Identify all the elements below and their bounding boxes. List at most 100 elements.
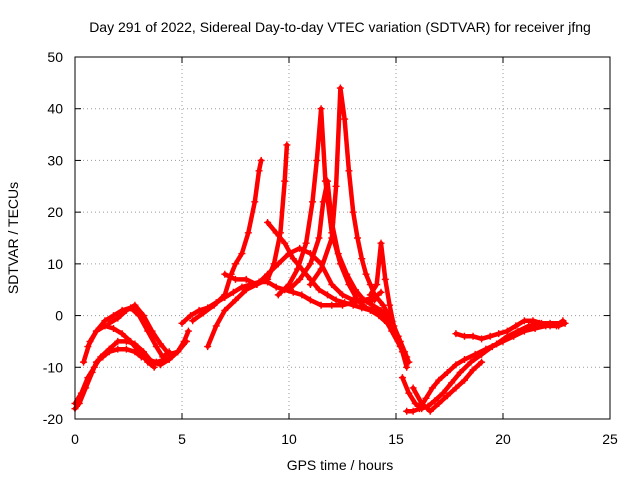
data-point [471,350,479,358]
data-point [435,376,443,384]
data-point [296,275,304,283]
y-tick-label: -20 [43,411,63,427]
data-point [452,384,460,392]
data-point [520,317,528,325]
data-point [381,275,389,283]
data-point [294,265,302,273]
data-point [373,281,381,289]
data-point [317,105,325,113]
data-point [306,260,314,268]
data-point [332,182,340,190]
data-point [148,327,156,335]
data-point [281,177,289,185]
data-point [122,306,130,314]
data-point [285,286,293,294]
data-point [232,296,239,304]
data-point [118,330,126,338]
data-point [353,234,361,242]
data-point [199,309,207,317]
x-tick-label: 0 [71,431,79,447]
data-point [377,306,385,314]
data-point [390,322,398,330]
data-point [238,250,246,258]
data-point [398,348,406,356]
data-point [80,358,88,366]
series-arc-16 [403,319,565,415]
chart-title: Day 291 of 2022, Sidereal Day-to-day VTE… [89,19,591,35]
data-point [555,322,563,330]
data-point [315,286,323,294]
data-point [257,156,265,164]
data-point [366,291,374,299]
data-point [336,84,344,92]
data-point [478,358,486,366]
data-point [379,301,387,309]
data-point [435,399,443,407]
data-point [184,327,192,335]
data-point [313,156,321,164]
data-point [377,288,385,296]
y-tick-label: 10 [47,256,63,272]
data-point [362,270,370,278]
series-arc-8 [204,244,379,351]
data-point [328,301,336,309]
data-point [152,343,160,351]
data-point [324,177,332,185]
data-point [443,368,451,376]
data-point [274,291,282,299]
y-tick-label: -10 [43,359,63,375]
data-point [306,296,314,304]
data-point [84,343,92,351]
series-arc-14 [366,239,411,371]
data-point [97,353,105,361]
data-point [242,275,250,283]
data-point [394,337,402,345]
data-point [289,288,297,296]
data-point [341,299,349,307]
data-point [529,317,537,325]
x-axis-tick-labels: 0 5 10 15 20 25 [71,431,618,447]
data-point [452,361,460,369]
data-point [238,283,246,291]
data-point [244,229,252,237]
data-point [182,337,190,345]
data-point [456,368,464,376]
data-point [482,345,490,353]
data-point [358,255,366,263]
data-point [339,291,346,299]
y-axis-title: SDTVAR / TECUs [5,182,21,294]
data-point [174,348,182,356]
data-point [467,358,475,366]
series-arc-12 [285,177,411,361]
data-point [328,234,336,242]
data-point [341,115,349,123]
data-point [538,319,546,327]
data-point [452,330,460,338]
data-point [283,141,291,149]
data-point [428,384,436,392]
plot-frame [74,56,611,420]
data-point [332,296,340,304]
data-point [345,167,353,175]
data-point [157,340,165,348]
data-point [546,322,554,330]
data-point [503,327,511,335]
data-point [324,291,332,299]
y-axis-tick-labels: -20 -10 0 10 20 30 40 50 [43,49,63,427]
data-point [426,407,434,415]
data-point [398,374,406,382]
data-point [296,244,304,252]
data-point [178,319,186,327]
data-point [493,340,501,348]
data-point [386,301,394,309]
data-point [165,350,173,358]
data-point [105,345,113,353]
data-point [221,306,229,314]
series-arc-9 [221,141,291,289]
data-point [416,405,424,413]
data-point [270,260,278,268]
data-point [368,301,376,309]
series-arc-18 [452,317,569,343]
data-point [131,301,139,309]
